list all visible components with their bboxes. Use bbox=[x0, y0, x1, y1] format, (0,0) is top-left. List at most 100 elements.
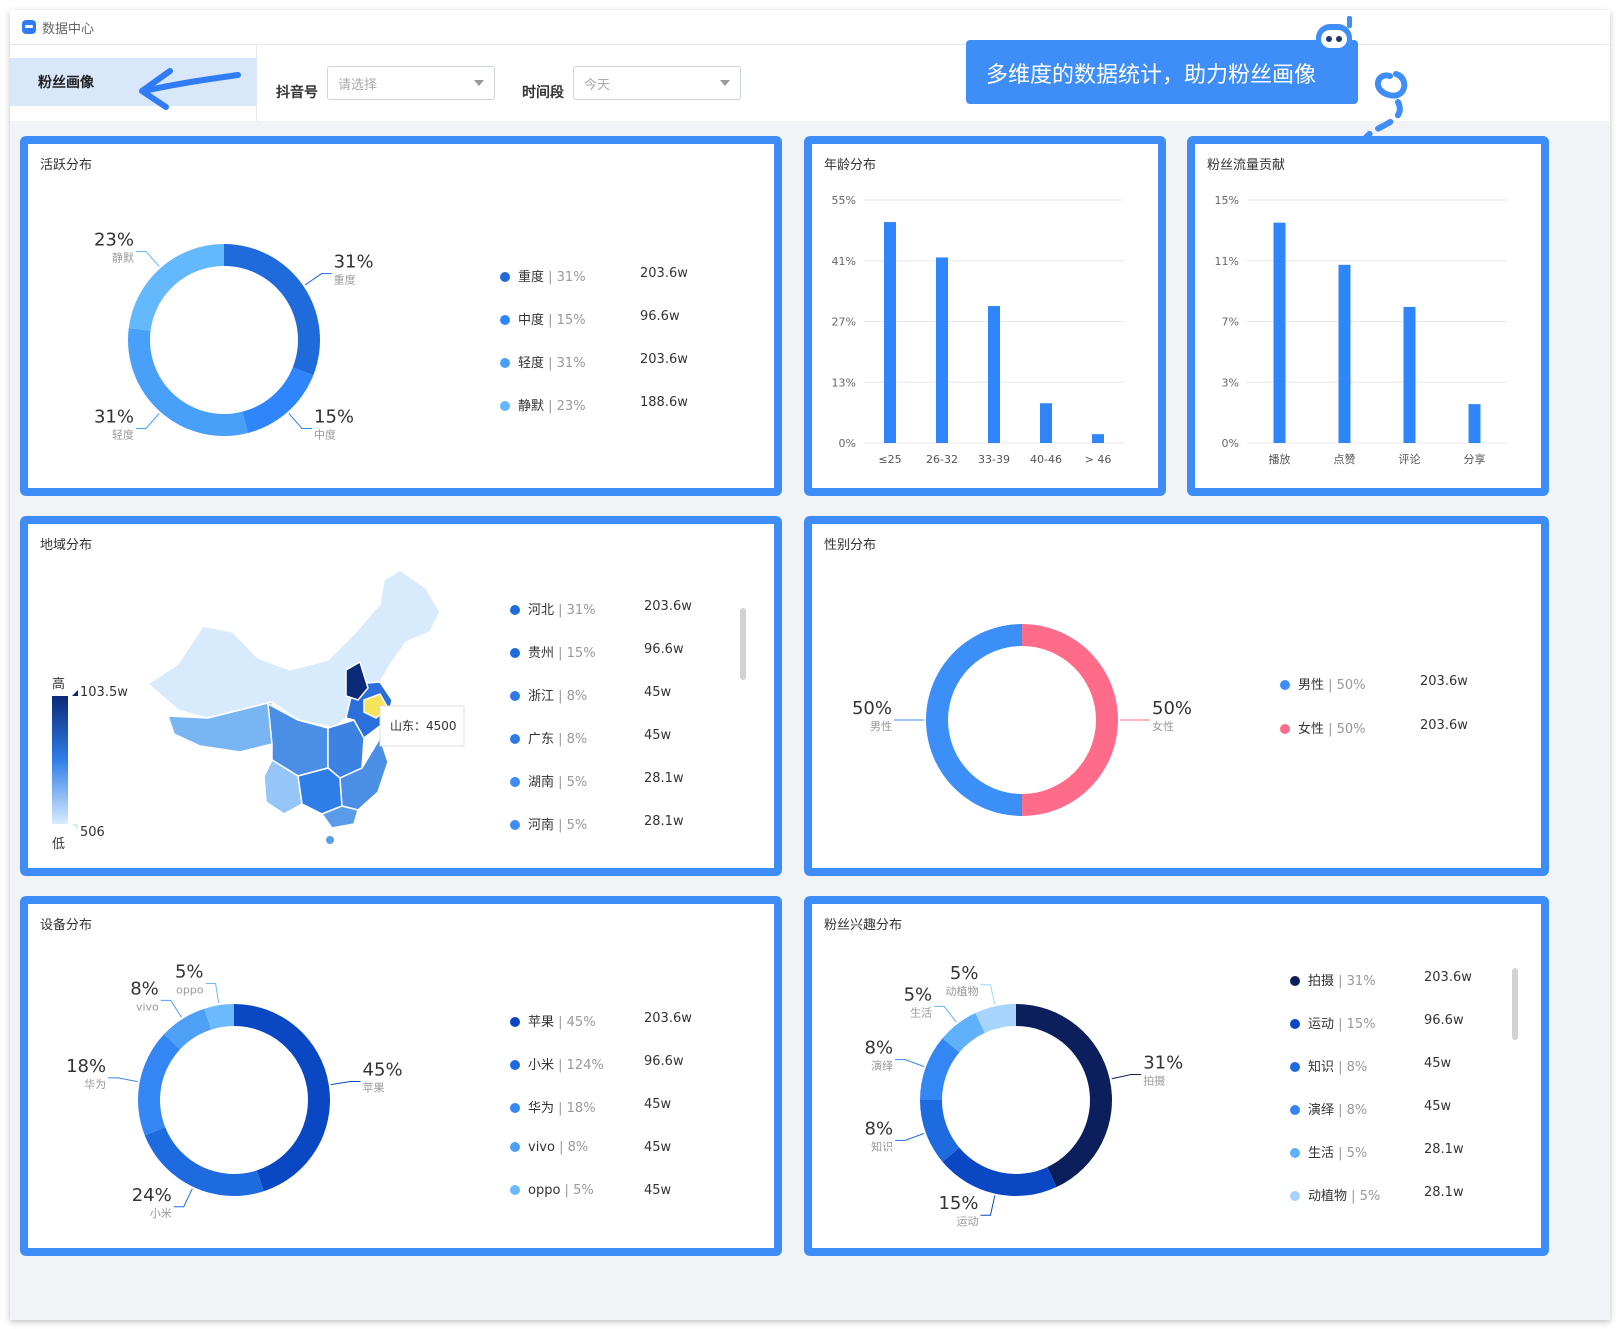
legend-item[interactable]: 演绎 | 8% 45w bbox=[1290, 1099, 1451, 1118]
legend-item[interactable]: 小米 | 124% 96.6w bbox=[510, 1054, 684, 1073]
legend-scrollbar[interactable] bbox=[740, 608, 746, 680]
sidebar-item-fan-profile[interactable]: 粉丝画像 bbox=[10, 58, 256, 106]
legend-dot-icon bbox=[510, 691, 520, 701]
donut-slice-3[interactable] bbox=[920, 1038, 960, 1100]
legend-item[interactable]: 轻度 | 31% 203.6w bbox=[500, 352, 688, 371]
account-select-placeholder: 请选择 bbox=[338, 78, 378, 93]
legend-item[interactable]: 苹果 | 45% 203.6w bbox=[510, 1011, 692, 1030]
legend-item[interactable]: 中度 | 15% 96.6w bbox=[500, 309, 680, 328]
scale-max-value: 103.5w bbox=[80, 685, 128, 700]
bar[interactable] bbox=[1468, 404, 1481, 443]
slice-name-label: oppo bbox=[176, 983, 204, 996]
slice-leader-line bbox=[980, 984, 996, 1005]
legend-item[interactable]: 运动 | 15% 96.6w bbox=[1290, 1013, 1464, 1032]
bar[interactable] bbox=[1040, 403, 1052, 443]
chevron-down-icon bbox=[474, 80, 484, 86]
slice-leader-line bbox=[160, 999, 182, 1018]
slice-leader-line bbox=[980, 1195, 996, 1216]
donut-slice-2[interactable] bbox=[920, 1100, 960, 1162]
legend-item[interactable]: 生活 | 5% 28.1w bbox=[1290, 1142, 1464, 1161]
donut-slice-1[interactable] bbox=[942, 1147, 1057, 1196]
legend-item[interactable]: 拍摄 | 31% 203.6w bbox=[1290, 970, 1472, 989]
legend-item[interactable]: 河南 | 5% 28.1w bbox=[510, 814, 684, 833]
bar[interactable] bbox=[1273, 222, 1286, 443]
bar[interactable] bbox=[936, 257, 948, 443]
donut-slice-0[interactable] bbox=[1016, 1004, 1112, 1188]
legend-label: oppo bbox=[528, 1183, 561, 1198]
legend-item[interactable]: 女性 | 50% 203.6w bbox=[1280, 718, 1468, 737]
slice-percent-label: 5% bbox=[175, 961, 204, 982]
slice-percent-label: 50% bbox=[852, 698, 892, 719]
slice-leader-line bbox=[895, 1133, 925, 1141]
legend-item[interactable]: 重度 | 31% 203.6w bbox=[500, 266, 688, 285]
legend-item[interactable]: 男性 | 50% 203.6w bbox=[1280, 674, 1468, 693]
legend-item[interactable]: 浙江 | 8% 45w bbox=[510, 685, 671, 704]
legend-item[interactable]: oppo | 5% 45w bbox=[510, 1183, 671, 1198]
legend-item[interactable]: 动植物 | 5% 28.1w bbox=[1290, 1185, 1464, 1204]
legend-dot-icon bbox=[510, 777, 520, 787]
card-title: 粉丝兴趣分布 bbox=[824, 918, 903, 933]
x-tick-label: 分享 bbox=[1464, 452, 1486, 466]
card-title: 粉丝流量贡献 bbox=[1207, 158, 1286, 173]
legend-item[interactable]: 华为 | 18% 45w bbox=[510, 1097, 671, 1116]
donut-slice-2[interactable] bbox=[127, 327, 248, 436]
legend-percent: | 5% bbox=[1347, 1189, 1381, 1204]
legend-value: 45w bbox=[1424, 1099, 1452, 1114]
donut-slice-1[interactable] bbox=[242, 367, 314, 433]
bar[interactable] bbox=[884, 222, 896, 443]
legend-scrollbar[interactable] bbox=[1512, 968, 1518, 1040]
bar[interactable] bbox=[1338, 264, 1351, 443]
donut-slice-0[interactable] bbox=[234, 1004, 330, 1192]
donut-slice-5[interactable] bbox=[975, 1004, 1016, 1033]
slice-name-label: 小米 bbox=[150, 1207, 172, 1220]
legend-percent: | 50% bbox=[1324, 678, 1366, 693]
y-tick-label: 27% bbox=[832, 316, 856, 329]
slice-name-label: 苹果 bbox=[363, 1081, 385, 1095]
divider bbox=[256, 45, 257, 121]
legend-dot-icon bbox=[510, 1017, 520, 1027]
legend-label: 浙江 bbox=[528, 689, 555, 704]
china-map[interactable] bbox=[146, 569, 441, 844]
bar[interactable] bbox=[1092, 434, 1104, 443]
donut-slice-3[interactable] bbox=[164, 1008, 212, 1050]
donut-slice-4[interactable] bbox=[942, 1012, 985, 1053]
donut-slice-0[interactable] bbox=[1022, 624, 1118, 816]
account-select[interactable]: 请选择 bbox=[327, 66, 495, 100]
scale-high-label: 高 bbox=[52, 676, 65, 692]
bar[interactable] bbox=[1403, 306, 1416, 443]
legend-label: 知识 bbox=[1308, 1060, 1335, 1075]
slice-percent-label: 31% bbox=[94, 407, 134, 428]
donut-slice-4[interactable] bbox=[204, 1004, 234, 1030]
legend-dot-icon bbox=[1290, 1191, 1300, 1201]
legend-value: 28.1w bbox=[1424, 1185, 1464, 1200]
tooltip-text: 山东：4500 bbox=[390, 719, 457, 733]
legend-item[interactable]: 知识 | 8% 45w bbox=[1290, 1056, 1451, 1075]
legend-label: 华为 bbox=[528, 1101, 555, 1116]
bar[interactable] bbox=[988, 306, 1000, 443]
legend-dot-icon bbox=[500, 401, 510, 411]
slice-name-label: 生活 bbox=[910, 1005, 932, 1019]
donut-slice-1[interactable] bbox=[926, 624, 1022, 816]
donut-slice-1[interactable] bbox=[144, 1127, 264, 1196]
legend-item[interactable]: 静默 | 23% 188.6w bbox=[500, 395, 688, 414]
donut-slice-3[interactable] bbox=[128, 244, 224, 331]
period-select[interactable]: 今天 bbox=[573, 66, 741, 100]
donut-slice-0[interactable] bbox=[224, 244, 320, 376]
donut-slice-2[interactable] bbox=[138, 1034, 181, 1136]
legend-label: 贵州 bbox=[528, 646, 555, 661]
legend-item[interactable]: vivo | 8% 45w bbox=[510, 1140, 671, 1155]
legend-dot-icon bbox=[1290, 976, 1300, 986]
map-tooltip: 山东：4500 bbox=[379, 705, 465, 747]
slice-percent-label: 8% bbox=[865, 1118, 894, 1139]
legend-label: 河北 bbox=[528, 603, 555, 618]
legend-item[interactable]: 广东 | 8% 45w bbox=[510, 728, 671, 747]
legend-item[interactable]: 贵州 | 15% 96.6w bbox=[510, 642, 684, 661]
legend-item[interactable]: 湖南 | 5% 28.1w bbox=[510, 771, 684, 790]
legend-dot-icon bbox=[1290, 1148, 1300, 1158]
slice-name-label: 静默 bbox=[112, 250, 134, 264]
legend-item[interactable]: 河北 | 31% 203.6w bbox=[510, 599, 692, 618]
card-title: 性别分布 bbox=[824, 538, 877, 553]
slice-percent-label: 8% bbox=[865, 1038, 894, 1059]
